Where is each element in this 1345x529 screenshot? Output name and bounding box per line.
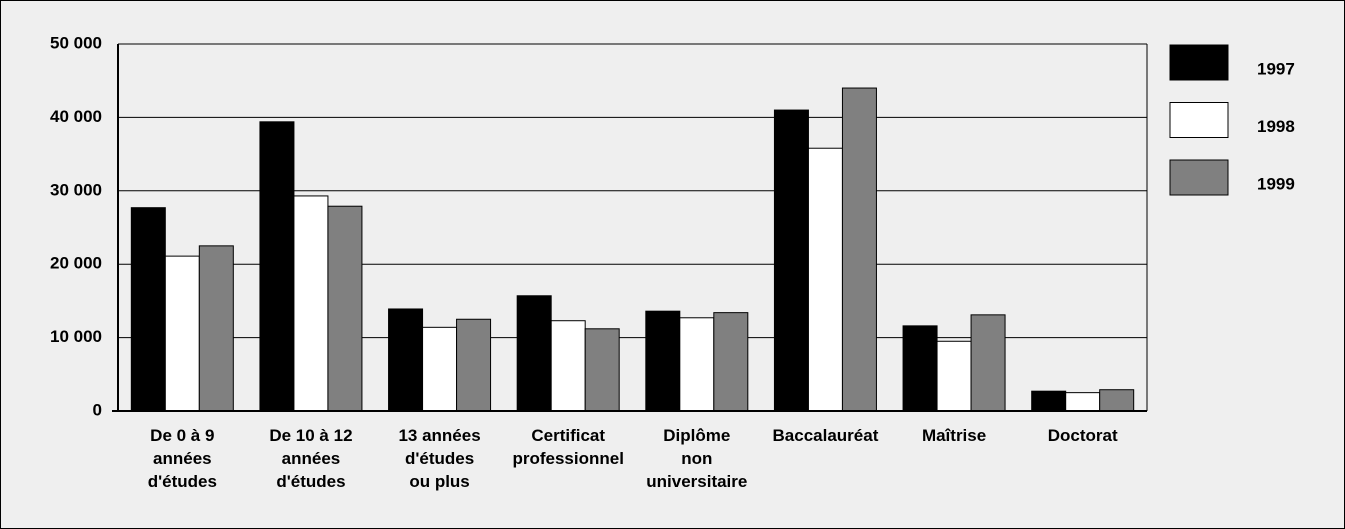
- y-tick-label: 0: [93, 400, 102, 419]
- x-tick-line: 13 années: [398, 426, 480, 445]
- x-tick-line: professionnel: [512, 449, 623, 468]
- bar: [456, 318, 492, 412]
- legend-swatch: [1169, 159, 1229, 196]
- bar: [773, 109, 809, 412]
- bar: [550, 320, 586, 412]
- x-tick-label: 13 années d'études ou plus: [398, 426, 480, 491]
- y-tick-label: 10 000: [50, 327, 102, 346]
- y-tick-label: 30 000: [50, 180, 102, 199]
- x-tick-line: ou plus: [409, 472, 469, 491]
- y-tick-label: 20 000: [50, 254, 102, 273]
- x-tick-line: Certificat: [531, 426, 605, 445]
- x-tick-line: Maîtrise: [922, 426, 986, 445]
- y-tick-label: 50 000: [50, 33, 102, 52]
- x-tick-line: Baccalauréat: [773, 426, 879, 445]
- legend-label: 1997: [1257, 59, 1295, 78]
- bar: [645, 310, 681, 412]
- x-tick-label: De 0 à 9 années d'études: [148, 426, 217, 491]
- bar: [902, 325, 938, 412]
- bar: [1031, 390, 1067, 412]
- x-tick-line: De 0 à 9: [150, 426, 214, 445]
- bar: [198, 245, 234, 412]
- x-tick-line: non: [681, 449, 712, 468]
- legend-swatch: [1169, 44, 1229, 81]
- legend-label: 1999: [1257, 174, 1295, 193]
- legend-swatch: [1169, 102, 1229, 138]
- bar: [293, 195, 329, 412]
- bar: [1099, 389, 1135, 412]
- bar: [164, 255, 200, 412]
- bar: [713, 312, 749, 412]
- x-tick-label: Baccalauréat: [773, 426, 879, 445]
- x-tick-label: De 10 à 12 années d'études: [269, 426, 352, 491]
- x-tick-label: Doctorat: [1048, 426, 1118, 445]
- bar: [422, 326, 458, 412]
- bar: [259, 121, 295, 412]
- x-tick-line: d'études: [276, 472, 345, 491]
- bar: [679, 317, 715, 412]
- bar: [936, 340, 972, 412]
- bar: [584, 328, 620, 412]
- x-tick-line: De 10 à 12: [269, 426, 352, 445]
- x-tick-line: d'études: [405, 449, 474, 468]
- bar: [841, 87, 877, 412]
- bar: [327, 205, 363, 412]
- bar: [807, 147, 843, 412]
- bar: [1065, 392, 1101, 412]
- bar: [388, 308, 424, 412]
- y-tick-label: 40 000: [50, 107, 102, 126]
- legend-label: 1998: [1257, 117, 1295, 136]
- x-tick-line: d'études: [148, 472, 217, 491]
- x-tick-line: universitaire: [646, 472, 747, 491]
- x-tick-line: années: [153, 449, 212, 468]
- x-tick-label: Certificat professionnel: [512, 426, 623, 468]
- bar: [130, 207, 166, 412]
- bar: [970, 314, 1006, 412]
- x-tick-line: Diplôme: [663, 426, 730, 445]
- bar: [516, 295, 552, 412]
- x-tick-label: Diplôme non universitaire: [646, 426, 747, 491]
- x-tick-line: Doctorat: [1048, 426, 1118, 445]
- x-tick-line: années: [282, 449, 341, 468]
- x-tick-label: Maîtrise: [922, 426, 986, 445]
